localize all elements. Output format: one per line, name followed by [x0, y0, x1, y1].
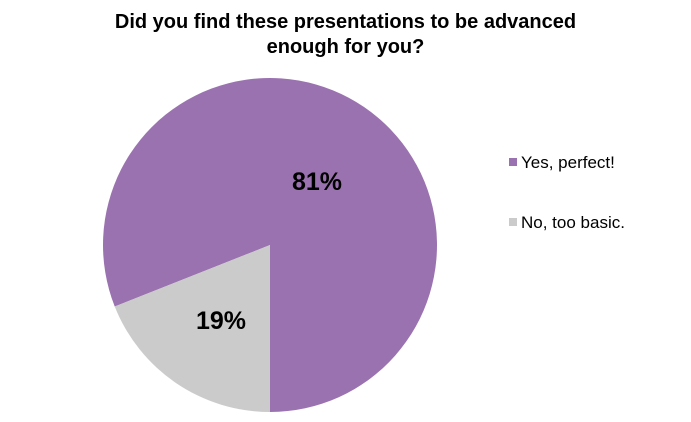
legend: Yes, perfect! No, too basic. [509, 148, 625, 268]
slice-label-yes: 81% [292, 168, 342, 196]
legend-swatch-no [509, 218, 517, 226]
legend-swatch-yes [509, 158, 517, 166]
pie-slice-yes [103, 78, 438, 413]
slice-label-no: 19% [196, 307, 246, 335]
chart-title-line-1: Did you find these presentations to be a… [114, 11, 577, 33]
chart-title: Did you find these presentations to be a… [0, 10, 691, 60]
chart-title-line-2: enough for you? [266, 36, 425, 58]
legend-item-no: No, too basic. [509, 208, 625, 238]
legend-label-yes: Yes, perfect! [521, 153, 615, 172]
legend-label-no: No, too basic. [521, 213, 625, 232]
pie-slice-no [114, 245, 270, 412]
legend-item-yes: Yes, perfect! [509, 148, 625, 178]
